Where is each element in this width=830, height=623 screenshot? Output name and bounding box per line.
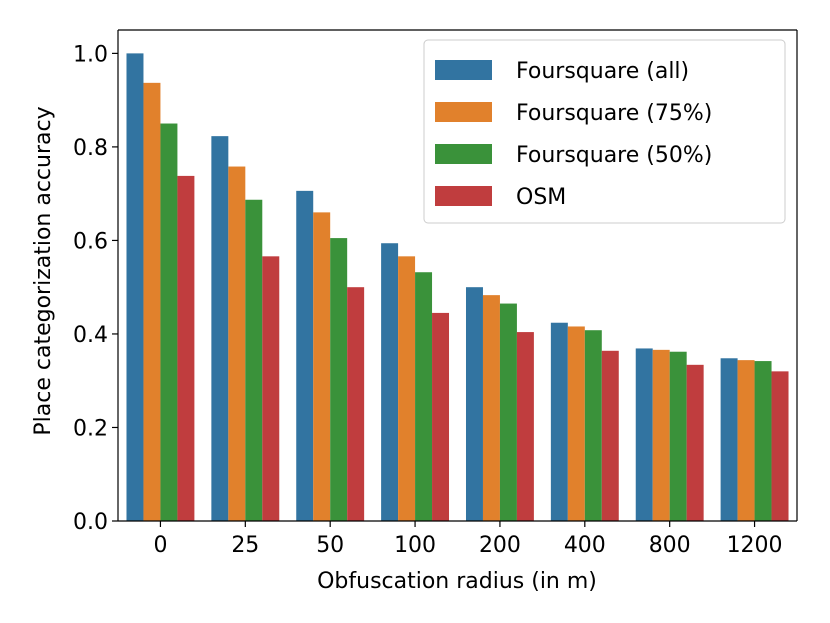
bar-foursquare-all-0 — [126, 53, 144, 521]
bar-foursquare-75-25 — [228, 166, 246, 522]
bar-foursquare-75-100 — [398, 256, 416, 521]
legend-swatch — [435, 102, 492, 122]
legend: Foursquare (all) Foursquare (75%) Foursqua… — [423, 39, 786, 224]
bar-foursquare-all-50 — [296, 190, 314, 522]
legend-box — [423, 39, 786, 224]
x-tick-label: 200 — [479, 533, 521, 558]
x-tick-label: 50 — [316, 533, 344, 558]
bar-foursquare-75-0 — [143, 82, 161, 521]
bar-foursquare-all-200 — [465, 287, 483, 521]
bar-foursquare-50-200 — [499, 303, 517, 521]
y-tick-label: 0.8 — [73, 136, 108, 161]
bar-osm-400 — [601, 350, 619, 521]
y-ticks: 0.0 0.2 0.4 0.6 0.8 1.0 — [73, 42, 118, 535]
bar-foursquare-50-25 — [245, 199, 263, 521]
legend-label: Foursquare (all) — [516, 59, 689, 84]
bar-foursquare-75-1200 — [737, 360, 755, 521]
axes-group — [117, 29, 798, 522]
bar-osm-25 — [262, 256, 280, 521]
bar-foursquare-50-800 — [669, 351, 687, 521]
y-axis-label: Place categorization accuracy — [31, 106, 56, 435]
bars-group — [126, 53, 789, 522]
y-tick-label: 0.2 — [73, 416, 108, 441]
y-tick-label: 1.0 — [73, 42, 108, 67]
bar-foursquare-75-400 — [567, 326, 585, 521]
legend-label: Foursquare (75%) — [516, 101, 712, 126]
x-tick-label: 0 — [153, 533, 167, 558]
x-tick-label: 100 — [394, 533, 436, 558]
bar-foursquare-50-1200 — [754, 361, 772, 521]
bar-osm-800 — [686, 364, 704, 521]
bar-osm-0 — [177, 175, 195, 521]
y-tick-label: 0.4 — [73, 323, 108, 348]
bar-osm-50 — [347, 287, 365, 521]
bar-foursquare-50-100 — [415, 272, 433, 521]
bar-foursquare-75-50 — [313, 212, 331, 521]
bar-osm-100 — [432, 312, 450, 521]
legend-swatch — [435, 144, 492, 164]
x-tick-label: 800 — [649, 533, 691, 558]
bar-foursquare-all-100 — [381, 243, 399, 522]
bar-foursquare-50-50 — [330, 238, 348, 521]
y-tick-label: 0.0 — [73, 510, 108, 535]
bar-foursquare-50-400 — [584, 330, 602, 521]
bar-foursquare-50-0 — [160, 123, 178, 522]
legend-swatch — [435, 60, 492, 80]
bar-osm-1200 — [771, 371, 789, 521]
bar-foursquare-all-1200 — [720, 358, 738, 521]
x-tick-label: 25 — [231, 533, 259, 558]
x-ticks: 0 25 50 100 200 400 800 1200 — [153, 521, 783, 558]
bar-foursquare-all-800 — [635, 348, 653, 521]
legend-swatch — [435, 186, 492, 206]
y-tick-label: 0.6 — [73, 229, 108, 254]
bar-foursquare-75-200 — [482, 295, 500, 521]
x-tick-label: 1200 — [727, 533, 783, 558]
bar-foursquare-all-25 — [211, 136, 229, 521]
bar-foursquare-all-400 — [550, 322, 568, 521]
x-tick-label: 400 — [564, 533, 606, 558]
bar-osm-200 — [516, 332, 534, 521]
x-axis-label: Obfuscation radius (in m) — [317, 569, 597, 594]
legend-label: Foursquare (50%) — [516, 143, 712, 168]
legend-label: OSM — [516, 185, 566, 210]
bar-foursquare-75-800 — [652, 349, 670, 521]
